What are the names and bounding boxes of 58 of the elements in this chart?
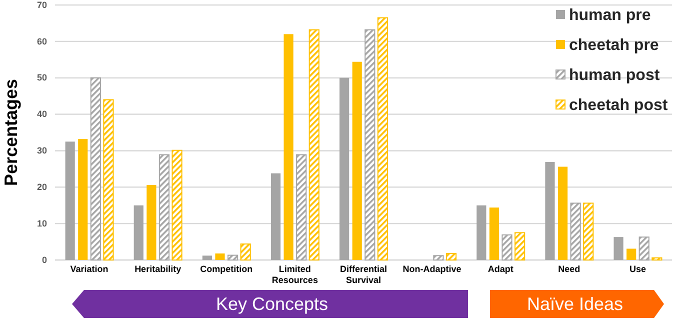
bar	[308, 29, 320, 260]
text: Key Concepts	[216, 294, 328, 314]
y-tick-label: 30	[36, 146, 47, 156]
y-tick-label: 70	[36, 0, 47, 10]
bar	[227, 254, 238, 260]
bar	[638, 236, 650, 260]
y-tick-label: 20	[36, 182, 47, 192]
bar	[296, 154, 307, 260]
bar	[340, 78, 350, 260]
bar	[215, 253, 225, 260]
bar	[172, 150, 182, 260]
bar	[158, 154, 170, 260]
legend-label: cheetah post	[569, 97, 668, 114]
legend-label: human pre	[569, 7, 651, 24]
bar	[433, 255, 444, 260]
x-tick-label: Non-Adaptive	[402, 264, 462, 274]
legend-label: cheetah pre	[569, 37, 659, 54]
y-tick-label: 0	[42, 254, 47, 265]
x-tick-label: Differential Survival	[340, 264, 388, 285]
bar	[284, 34, 294, 260]
bar	[570, 202, 581, 260]
y-tick-label: 10	[36, 218, 47, 228]
bar	[202, 256, 212, 260]
bar	[446, 252, 457, 260]
y-tick-label: 60	[36, 36, 47, 46]
x-tick-label: Adapt	[488, 264, 514, 274]
bar	[652, 257, 662, 260]
bar	[364, 29, 376, 260]
bar	[614, 237, 624, 260]
x-tick-label: Need	[558, 264, 580, 274]
y-tick-label: 40	[36, 109, 47, 120]
y-axis-title: Percentages	[1, 78, 21, 186]
bar	[583, 202, 594, 260]
x-tick-label: Competition	[200, 264, 253, 274]
bar	[476, 205, 486, 260]
bar	[134, 205, 144, 260]
text: Naïve Ideas	[526, 294, 624, 314]
bar	[502, 234, 512, 260]
x-tick-label: Heritability	[134, 264, 182, 274]
bar	[240, 243, 251, 260]
bar	[514, 232, 526, 260]
x-tick-label: Use	[629, 264, 646, 274]
bar	[545, 162, 555, 260]
bar	[352, 62, 362, 260]
x-tick-label: Variation	[70, 264, 108, 274]
bar	[103, 99, 114, 260]
bar	[377, 17, 388, 260]
y-tick-label: 50	[36, 72, 47, 83]
bar	[626, 248, 636, 260]
bar	[90, 77, 101, 260]
bar	[65, 142, 75, 260]
x-tick-label: Limited Resources	[272, 264, 318, 285]
bar	[78, 139, 88, 260]
legend-label: human post	[569, 67, 660, 84]
bar	[489, 208, 500, 260]
bar	[270, 173, 281, 260]
bar	[146, 184, 156, 260]
bar	[558, 166, 568, 260]
